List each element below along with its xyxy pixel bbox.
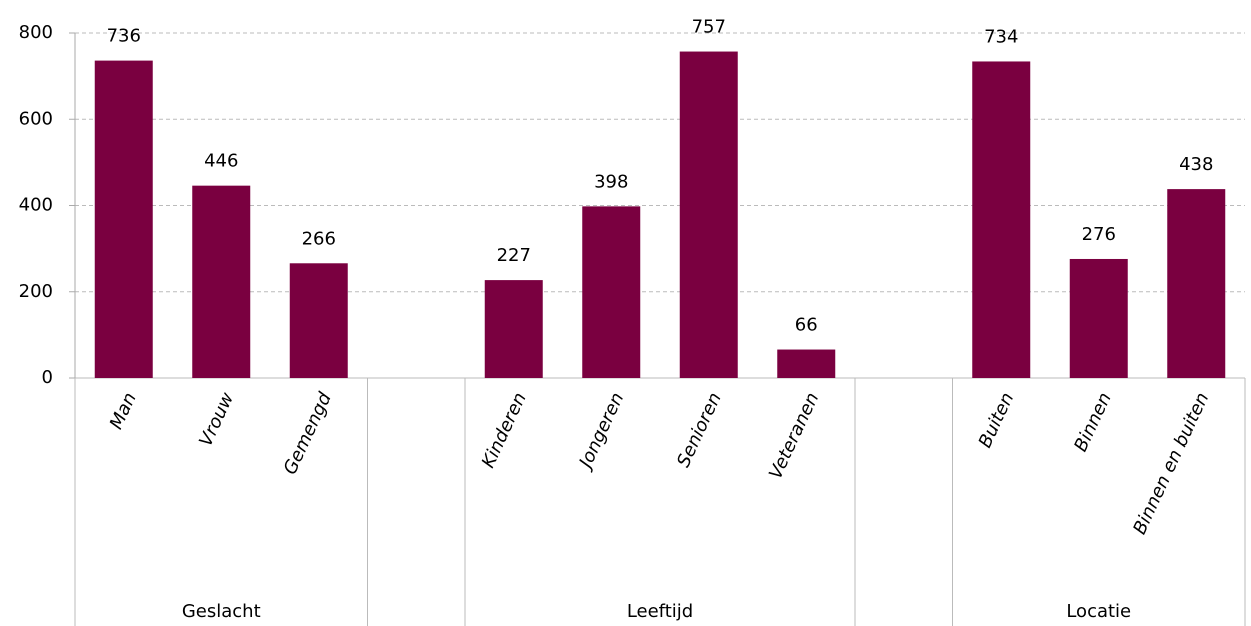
bar: [484, 280, 543, 378]
bar: [582, 206, 641, 378]
y-tick-label: 800: [19, 22, 53, 43]
y-tick-label: 0: [42, 367, 53, 388]
bar: [972, 61, 1031, 379]
data-label: 266: [302, 228, 336, 249]
x-tick-label: Man: [106, 389, 141, 432]
x-tick-label: Senioren: [673, 389, 726, 470]
bar: [777, 349, 836, 378]
x-tick-label: Binnen en buiten: [1129, 389, 1213, 537]
data-label: 757: [692, 17, 726, 38]
x-tick-label: Binnen: [1070, 389, 1116, 455]
group-label: Locatie: [1066, 601, 1131, 622]
x-tick-label: Kinderen: [478, 389, 531, 471]
data-label: 438: [1179, 154, 1213, 175]
x-tick-label: Buiten: [975, 389, 1019, 451]
group-label: Geslacht: [182, 601, 261, 622]
data-label: 736: [107, 26, 141, 47]
bar: [679, 51, 738, 378]
data-label: 734: [984, 26, 1018, 47]
x-tick-label: Veteranen: [765, 389, 823, 482]
y-tick-label: 600: [19, 108, 53, 129]
data-label: 446: [204, 151, 238, 172]
y-tick-label: 200: [19, 281, 53, 302]
group-label: Leeftijd: [627, 601, 693, 622]
bar: [192, 185, 251, 378]
bar: [1069, 258, 1128, 378]
x-tick-label: Vrouw: [195, 389, 238, 450]
data-label: 227: [497, 245, 531, 266]
x-tick-label: Jongeren: [574, 389, 628, 473]
data-label: 276: [1082, 224, 1116, 245]
bar: [289, 263, 348, 378]
y-tick-label: 400: [19, 195, 53, 216]
bar: [94, 60, 153, 378]
bar: [1167, 189, 1226, 378]
data-label: 66: [795, 315, 818, 336]
x-tick-label: Gemengd: [280, 389, 336, 478]
data-label: 398: [594, 171, 628, 192]
